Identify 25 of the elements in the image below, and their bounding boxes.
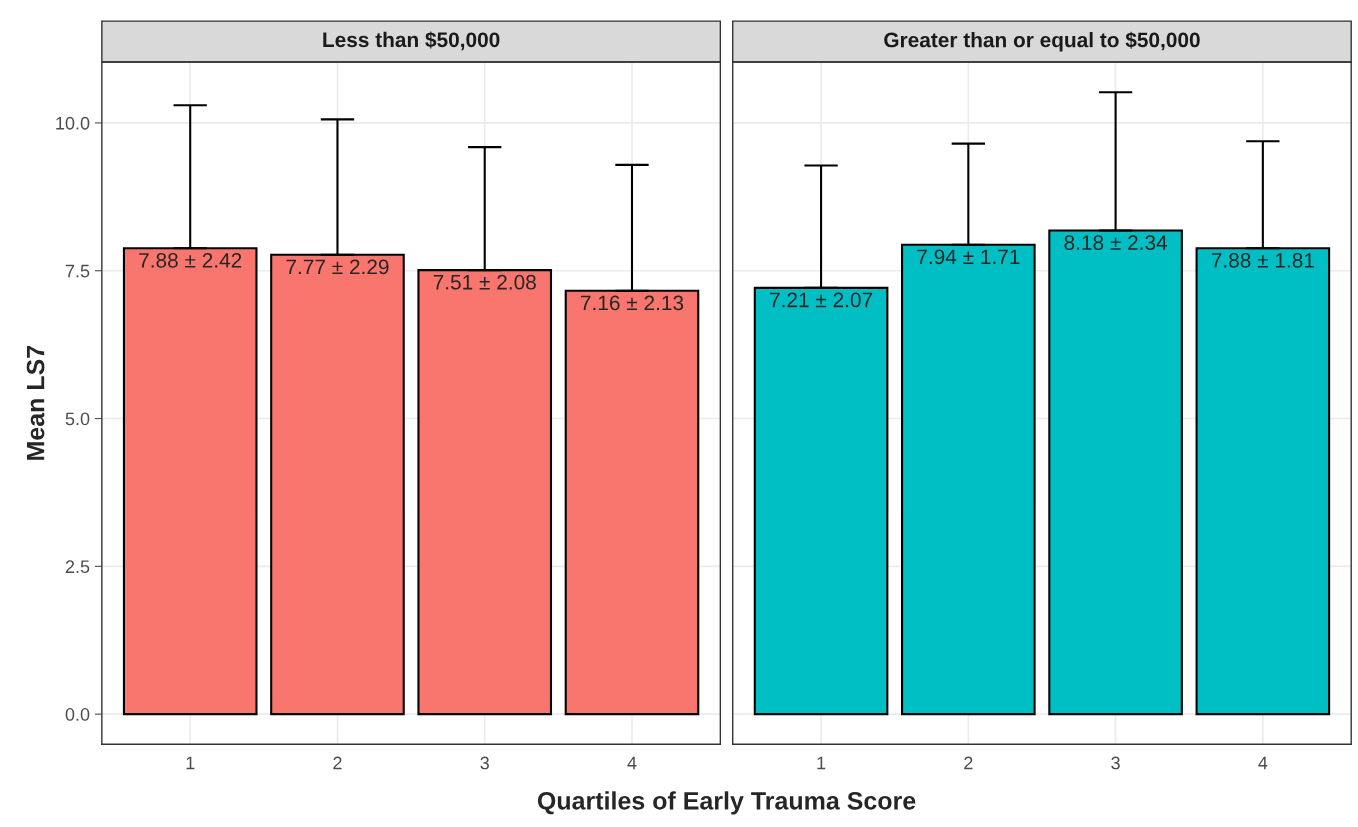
x-tick-label: 2 [333, 756, 342, 770]
x-tick-label: 4 [627, 756, 637, 770]
x-tick-label: 1 [817, 756, 826, 770]
y-tick-label: 0.0 [65, 708, 90, 721]
data-label: 7.88 ± 1.81 [1211, 252, 1314, 268]
y-tick-label: 2.5 [65, 560, 90, 574]
x-tick-label: 4 [1258, 756, 1268, 770]
chart-title: Less than $50,000 [323, 31, 500, 51]
x-tick-label: 3 [1111, 756, 1120, 770]
x-tick-label: 2 [964, 756, 973, 770]
x-axis-title: Quartiles of Early Trauma Score [537, 791, 916, 815]
data-label: 7.51 ± 2.08 [433, 274, 536, 290]
data-label: 7.77 ± 2.29 [286, 259, 389, 275]
data-label: 7.21 ± 2.07 [770, 292, 873, 308]
data-label: 7.94 ± 1.71 [917, 249, 1020, 265]
data-label: 7.88 ± 2.42 [139, 252, 242, 268]
y-tick-label: 7.5 [65, 264, 90, 278]
x-tick-label: 1 [186, 756, 195, 770]
chart-title: Greater than or equal to $50,000 [884, 31, 1200, 52]
y-axis-title: Mean LS7 [26, 345, 45, 460]
x-tick-label: 3 [480, 756, 489, 770]
data-label: 8.18 ± 2.34 [1064, 235, 1168, 250]
y-tick-label: 10.0 [56, 116, 90, 130]
data-label: 7.16 ± 2.13 [581, 295, 684, 311]
y-tick-label: 5.0 [65, 412, 90, 426]
